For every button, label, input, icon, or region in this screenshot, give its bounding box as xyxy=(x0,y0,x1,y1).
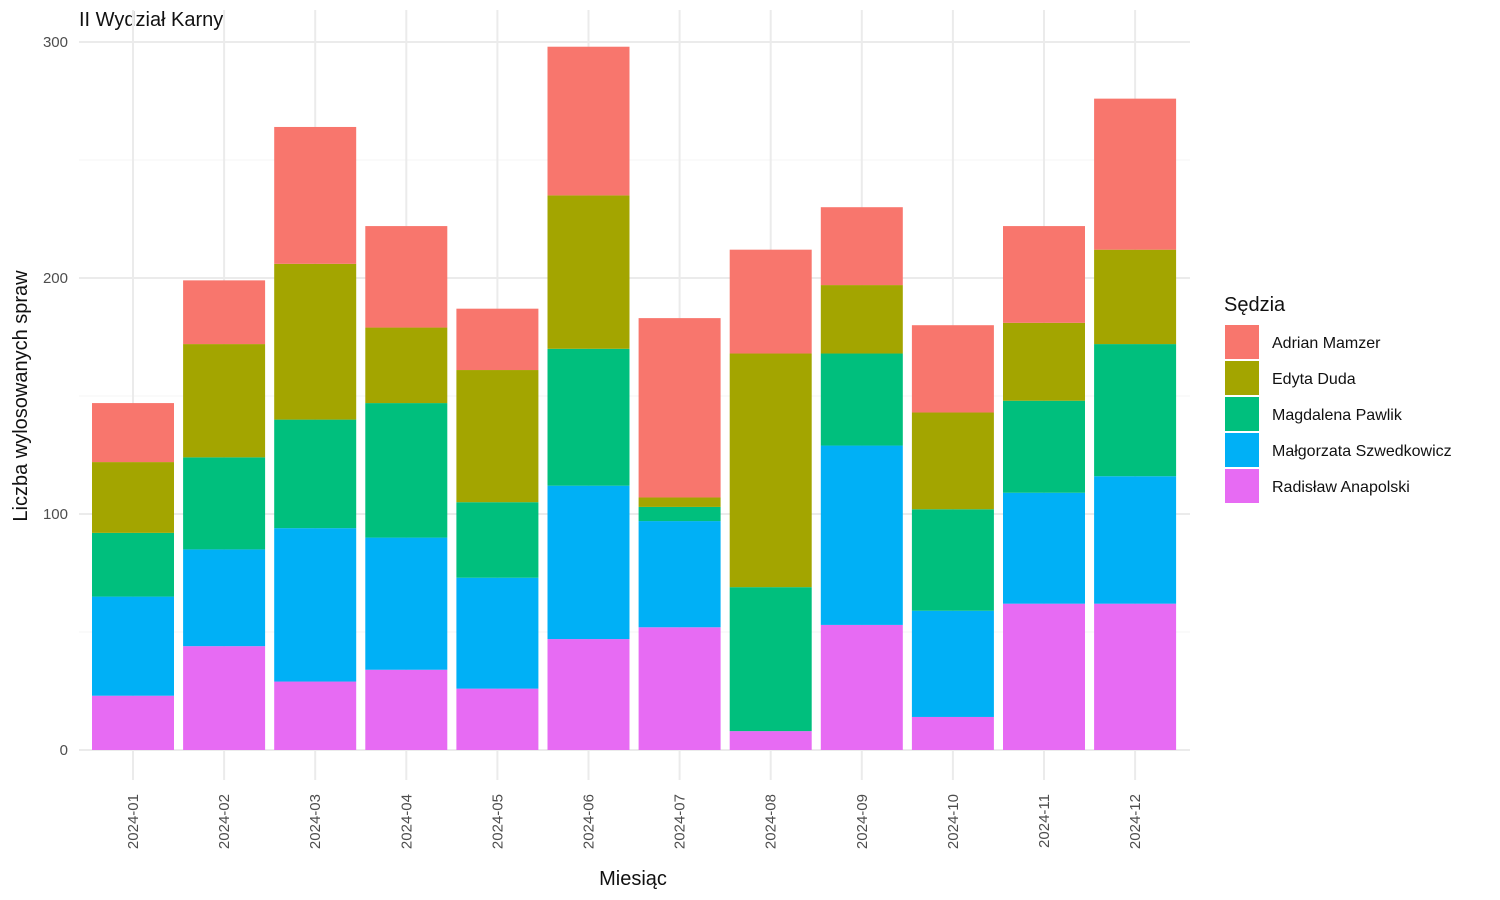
bar-segment xyxy=(365,327,448,404)
bar-segment xyxy=(183,549,266,647)
bar-segment xyxy=(92,695,174,750)
bar-segment xyxy=(911,610,994,717)
y-tick-label: 100 xyxy=(43,506,68,523)
legend-key xyxy=(1225,469,1259,503)
x-tick-label: 2024-06 xyxy=(581,794,598,849)
bar-segment xyxy=(547,46,630,196)
bar-segment xyxy=(820,207,903,286)
legend-label: Radisław Anapolski xyxy=(1272,479,1410,496)
bar-segment xyxy=(547,195,630,349)
bar-segment xyxy=(1094,344,1177,477)
bar-segment xyxy=(820,624,903,750)
bar-segment xyxy=(456,308,539,371)
legend-key xyxy=(1225,361,1259,395)
x-axis-title: Miesiąc xyxy=(599,868,667,890)
bar-segment xyxy=(1094,98,1177,250)
legend-title: Sędzia xyxy=(1224,294,1286,316)
bar-segment xyxy=(638,627,721,750)
bars xyxy=(92,46,1177,750)
x-tick-label: 2024-03 xyxy=(307,794,324,849)
bar-segment xyxy=(820,353,903,446)
x-axis-ticks: 2024-01 2024-02 2024-03 2024-04 2024-05 2024-… xyxy=(125,794,1144,849)
bar-segment xyxy=(274,126,357,264)
bar-segment xyxy=(456,370,539,503)
bar-segment xyxy=(1003,400,1085,493)
bar-segment xyxy=(820,285,903,354)
bar-segment xyxy=(638,506,721,522)
legend-key xyxy=(1225,325,1259,359)
x-tick-label: 2024-11 xyxy=(1036,794,1053,848)
bar-segment xyxy=(365,669,448,750)
bar-segment xyxy=(729,731,812,750)
x-tick-label: 2024-04 xyxy=(398,794,415,849)
bar-segment xyxy=(365,226,448,328)
legend: Sędzia Adrian Mamzer Edyta Duda Magdalena … xyxy=(1224,294,1452,503)
bar-segment xyxy=(92,596,174,696)
bar-segment xyxy=(1094,476,1177,604)
x-tick-label: 2024-07 xyxy=(672,794,689,849)
legend-label: Magdalena Pawlik xyxy=(1272,407,1403,424)
bar-segment xyxy=(92,462,174,533)
bar-segment xyxy=(547,348,630,486)
legend-label: Edyta Duda xyxy=(1272,371,1356,388)
bar-segment xyxy=(547,639,630,750)
bar-segment xyxy=(638,318,721,498)
bar-segment xyxy=(183,457,266,550)
bar-segment xyxy=(729,353,812,588)
bar-segment xyxy=(456,502,539,578)
y-tick-label: 300 xyxy=(43,34,68,51)
bar-segment xyxy=(274,419,357,529)
bar-segment xyxy=(911,716,994,750)
x-tick-label: 2024-09 xyxy=(854,794,871,849)
bar-segment xyxy=(274,528,357,682)
bar-segment xyxy=(183,344,266,458)
legend-label: Adrian Mamzer xyxy=(1272,335,1381,352)
bar-segment xyxy=(183,646,266,750)
bar-segment xyxy=(274,681,357,750)
bar-segment xyxy=(1003,322,1085,401)
chart-title: II Wydział Karny xyxy=(79,9,223,31)
x-tick-label: 2024-05 xyxy=(489,794,506,849)
bar-segment xyxy=(638,497,721,507)
bar-segment xyxy=(1094,249,1177,345)
bar-segment xyxy=(1003,603,1085,750)
bar-segment xyxy=(1003,226,1085,323)
x-tick-label: 2024-01 xyxy=(125,794,142,849)
bar-segment xyxy=(183,280,266,345)
bar-segment xyxy=(92,532,174,597)
bar-segment xyxy=(456,577,539,689)
bar-segment xyxy=(911,509,994,611)
bar-segment xyxy=(92,403,174,463)
y-tick-label: 200 xyxy=(43,270,68,287)
bar-segment xyxy=(729,249,812,354)
y-axis-title: Liczba wylosowanych spraw xyxy=(10,270,32,522)
bar-segment xyxy=(547,485,630,640)
bar-segment xyxy=(820,445,903,625)
bar-segment xyxy=(365,403,448,538)
x-tick-label: 2024-02 xyxy=(216,794,233,849)
y-axis-ticks: 0 100 200 300 xyxy=(43,34,68,759)
legend-label: Małgorzata Szwedkowicz xyxy=(1272,443,1452,460)
legend-key xyxy=(1225,433,1259,467)
y-tick-label: 0 xyxy=(60,742,68,759)
x-tick-label: 2024-12 xyxy=(1127,794,1144,849)
bar-segment xyxy=(1094,603,1177,750)
bar-segment xyxy=(729,587,812,732)
bar-segment xyxy=(911,412,994,510)
legend-key xyxy=(1225,397,1259,431)
bar-segment xyxy=(365,537,448,670)
bar-segment xyxy=(456,688,539,750)
x-tick-label: 2024-08 xyxy=(763,794,780,849)
bar-segment xyxy=(1003,492,1085,604)
bar-segment xyxy=(638,521,721,628)
x-tick-label: 2024-10 xyxy=(945,794,962,849)
bar-segment xyxy=(911,325,994,413)
bar-segment xyxy=(274,263,357,420)
